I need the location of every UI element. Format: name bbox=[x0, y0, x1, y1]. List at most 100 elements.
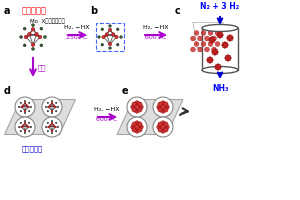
Circle shape bbox=[215, 42, 220, 46]
Circle shape bbox=[210, 57, 213, 60]
Circle shape bbox=[163, 107, 168, 112]
Circle shape bbox=[15, 117, 35, 137]
Circle shape bbox=[209, 39, 211, 41]
Circle shape bbox=[160, 125, 165, 129]
Bar bbox=[96, 23, 124, 51]
Circle shape bbox=[212, 40, 215, 43]
Circle shape bbox=[24, 132, 26, 134]
Circle shape bbox=[163, 122, 168, 127]
Circle shape bbox=[15, 97, 35, 117]
Circle shape bbox=[57, 126, 59, 128]
Circle shape bbox=[217, 35, 220, 38]
Circle shape bbox=[215, 52, 218, 55]
Circle shape bbox=[135, 125, 140, 129]
Circle shape bbox=[48, 126, 50, 128]
Circle shape bbox=[28, 122, 30, 124]
Circle shape bbox=[22, 125, 24, 127]
Circle shape bbox=[217, 66, 219, 68]
Circle shape bbox=[164, 125, 169, 129]
Circle shape bbox=[28, 110, 30, 112]
Circle shape bbox=[101, 28, 104, 31]
Polygon shape bbox=[4, 99, 76, 134]
Circle shape bbox=[21, 106, 22, 108]
Circle shape bbox=[18, 126, 20, 128]
Text: Mo  X（ハロゲン）: Mo X（ハロゲン） bbox=[30, 18, 65, 24]
Circle shape bbox=[153, 97, 173, 117]
Text: 多孔質担体: 多孔質担体 bbox=[22, 145, 43, 152]
Text: H₂, −HX: H₂, −HX bbox=[94, 107, 120, 112]
Circle shape bbox=[109, 47, 111, 49]
Circle shape bbox=[211, 59, 213, 61]
Circle shape bbox=[135, 108, 140, 113]
Circle shape bbox=[220, 35, 223, 38]
Circle shape bbox=[132, 127, 137, 132]
Text: b: b bbox=[90, 6, 97, 16]
Text: d: d bbox=[4, 86, 11, 96]
Circle shape bbox=[211, 37, 213, 39]
Circle shape bbox=[225, 57, 227, 59]
Circle shape bbox=[98, 36, 100, 38]
Circle shape bbox=[112, 33, 115, 36]
Ellipse shape bbox=[202, 24, 238, 31]
Circle shape bbox=[208, 30, 213, 36]
Circle shape bbox=[227, 57, 229, 59]
Text: a: a bbox=[4, 6, 11, 16]
Circle shape bbox=[31, 43, 35, 47]
Text: 250 °C: 250 °C bbox=[66, 35, 88, 40]
Circle shape bbox=[230, 35, 233, 38]
Circle shape bbox=[24, 120, 26, 122]
Circle shape bbox=[201, 30, 206, 36]
Circle shape bbox=[51, 112, 53, 114]
Circle shape bbox=[20, 110, 22, 112]
Circle shape bbox=[21, 126, 22, 128]
Circle shape bbox=[212, 37, 215, 40]
Circle shape bbox=[229, 37, 231, 39]
Circle shape bbox=[108, 28, 112, 32]
Text: クラスター: クラスター bbox=[22, 6, 47, 15]
Circle shape bbox=[28, 126, 29, 128]
Circle shape bbox=[45, 106, 47, 108]
Circle shape bbox=[138, 105, 143, 109]
Text: H₂, −HX: H₂, −HX bbox=[143, 25, 169, 30]
Circle shape bbox=[22, 105, 24, 107]
Circle shape bbox=[222, 45, 225, 48]
Circle shape bbox=[217, 34, 219, 36]
Circle shape bbox=[57, 106, 59, 108]
Circle shape bbox=[116, 43, 119, 46]
Circle shape bbox=[51, 110, 53, 112]
Circle shape bbox=[40, 27, 43, 30]
Circle shape bbox=[42, 117, 62, 137]
Circle shape bbox=[163, 127, 168, 132]
Circle shape bbox=[51, 130, 53, 132]
Circle shape bbox=[47, 102, 49, 104]
Circle shape bbox=[216, 51, 218, 53]
Circle shape bbox=[53, 125, 55, 127]
Circle shape bbox=[28, 102, 30, 104]
Circle shape bbox=[201, 42, 206, 46]
Circle shape bbox=[24, 130, 26, 132]
Circle shape bbox=[102, 35, 105, 39]
Circle shape bbox=[30, 126, 32, 128]
Circle shape bbox=[229, 35, 231, 37]
Circle shape bbox=[215, 67, 218, 70]
Circle shape bbox=[56, 102, 57, 104]
Circle shape bbox=[26, 125, 28, 127]
Circle shape bbox=[137, 127, 142, 132]
Circle shape bbox=[225, 45, 228, 48]
Circle shape bbox=[56, 110, 57, 112]
Circle shape bbox=[137, 107, 142, 112]
Circle shape bbox=[135, 128, 140, 133]
Circle shape bbox=[219, 32, 221, 34]
Circle shape bbox=[47, 130, 49, 132]
Circle shape bbox=[219, 66, 221, 68]
Circle shape bbox=[226, 44, 228, 46]
Circle shape bbox=[157, 125, 162, 129]
Circle shape bbox=[215, 49, 218, 52]
Text: H₂, −HX: H₂, −HX bbox=[64, 25, 90, 30]
Circle shape bbox=[158, 102, 163, 107]
Circle shape bbox=[209, 57, 211, 59]
Circle shape bbox=[30, 106, 32, 108]
Circle shape bbox=[26, 105, 28, 107]
Circle shape bbox=[215, 64, 218, 67]
Circle shape bbox=[219, 34, 221, 36]
